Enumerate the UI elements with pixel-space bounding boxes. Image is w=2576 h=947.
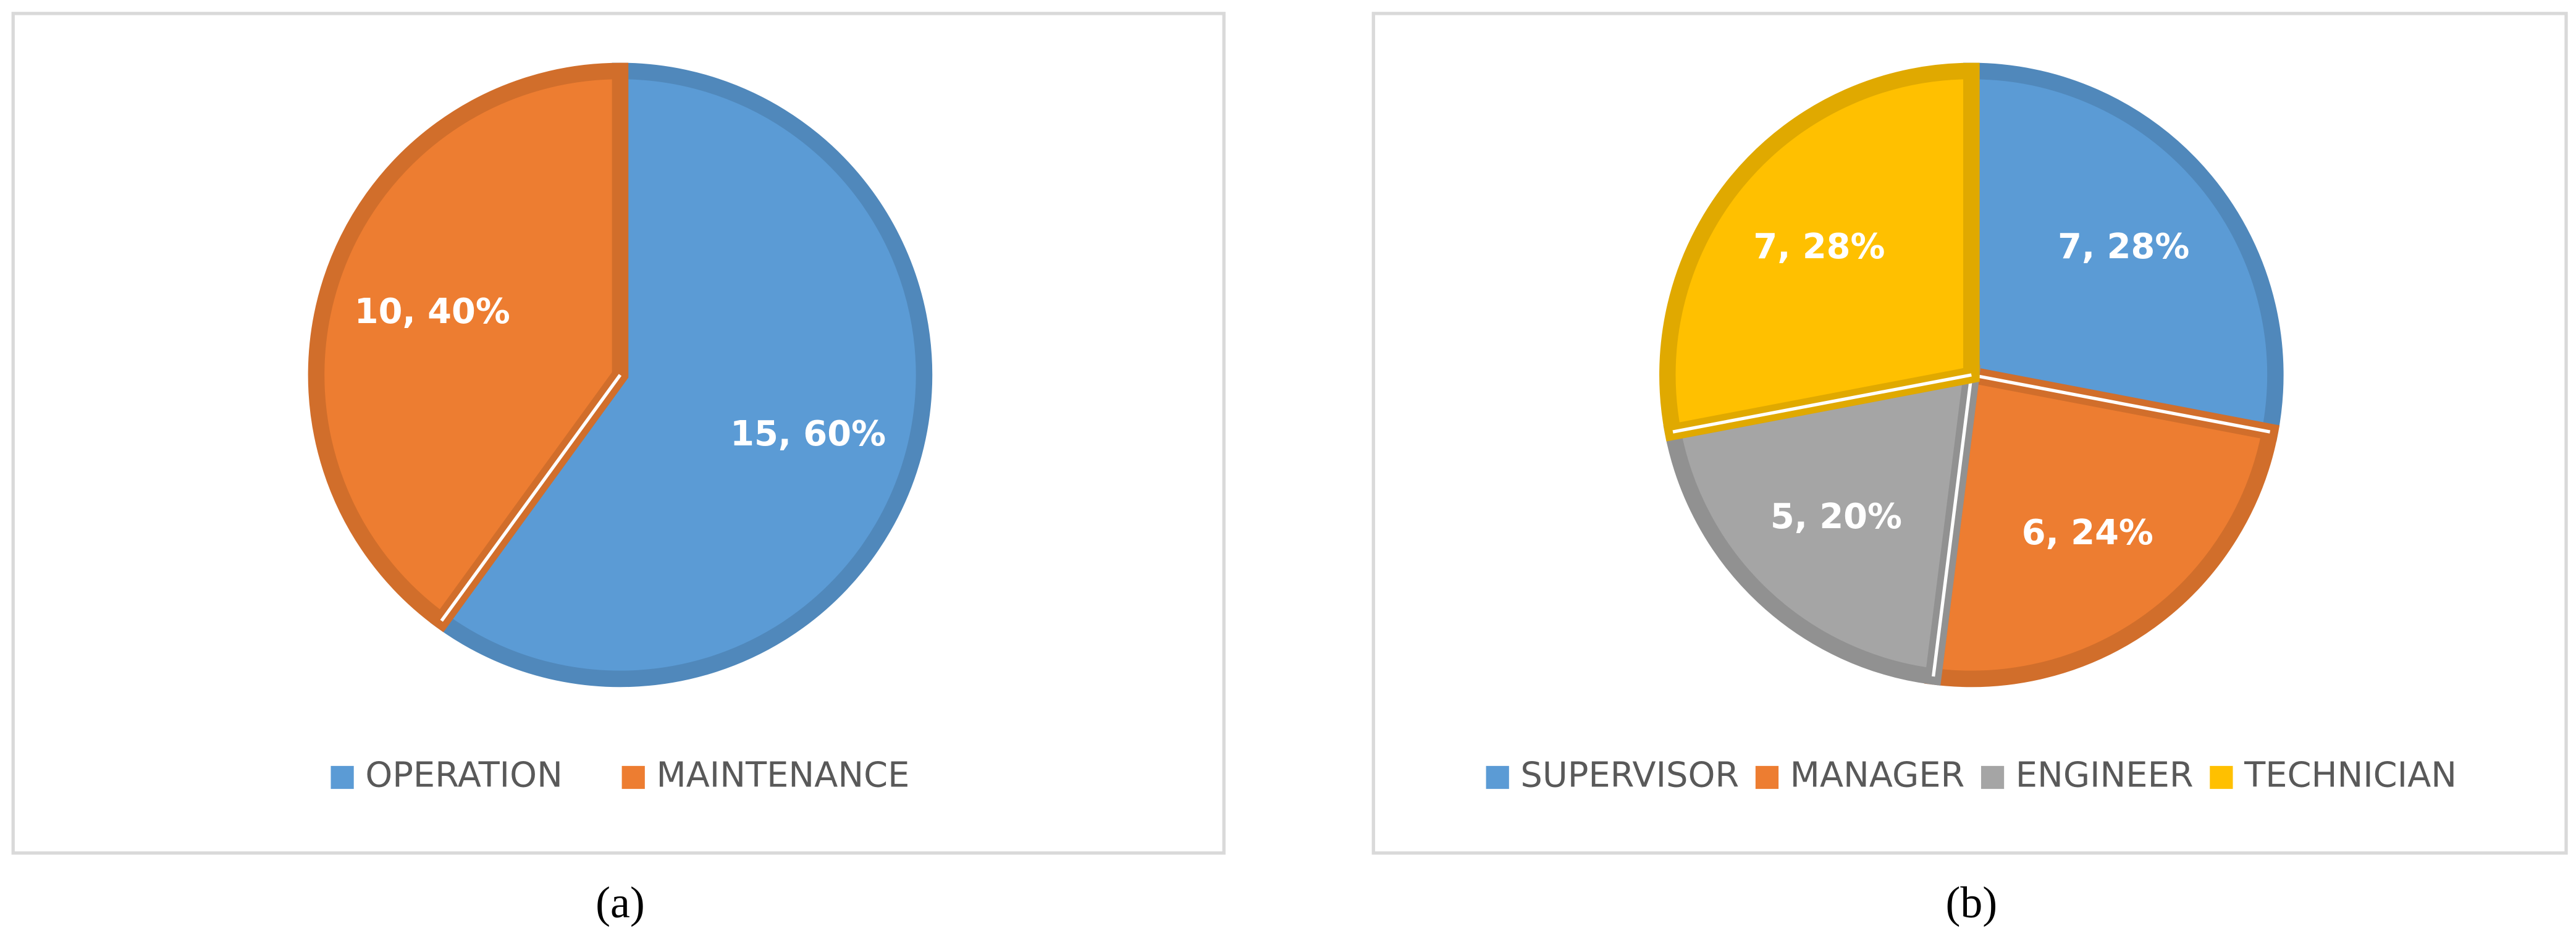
legend-swatch (1980, 765, 2005, 789)
legend-swatch (621, 765, 645, 789)
legend-label: OPERATION (365, 755, 563, 796)
legend-label: TECHNICIAN (2244, 755, 2457, 796)
pie-slice (430, 62, 933, 688)
legend-label: ENGINEER (2016, 755, 2194, 796)
slice-separator (1932, 374, 1973, 677)
data-label: 7, 28% (2058, 227, 2189, 267)
pie-slice (308, 62, 629, 633)
legend-swatch (1486, 765, 1509, 789)
legend-label: MANAGER (1790, 755, 1965, 796)
data-label: 10, 40% (355, 292, 510, 332)
caption: (b) (1945, 878, 1997, 927)
data-label: 6, 24% (2022, 513, 2153, 553)
data-label: 5, 20% (1770, 497, 1902, 537)
legend-label: SUPERVISOR (1520, 755, 1739, 796)
data-label: 7, 28% (1753, 227, 1885, 267)
pie-slice (1663, 364, 1981, 686)
pie-slice (1963, 62, 2284, 442)
chart-panel: 15, 60% 10, 40% OPERATION MAINTENANCE (a) (11, 12, 1226, 927)
legend-swatch (2210, 765, 2233, 789)
caption: (a) (596, 878, 645, 927)
pie-slice (1659, 62, 1980, 442)
slice-separator (1971, 373, 2271, 434)
data-label: 15, 60% (730, 414, 886, 454)
chart-panel: 7, 28% 6, 24% 5, 20% 7, 28% SUPERVISOR MANAGE… (1371, 12, 2568, 927)
slice-separator (1672, 373, 1972, 434)
slice-separator (440, 374, 622, 622)
legend-swatch (1755, 765, 1779, 789)
legend-swatch (330, 765, 354, 789)
pie-slice (1924, 365, 2280, 688)
legend-label: MAINTENANCE (656, 755, 909, 796)
